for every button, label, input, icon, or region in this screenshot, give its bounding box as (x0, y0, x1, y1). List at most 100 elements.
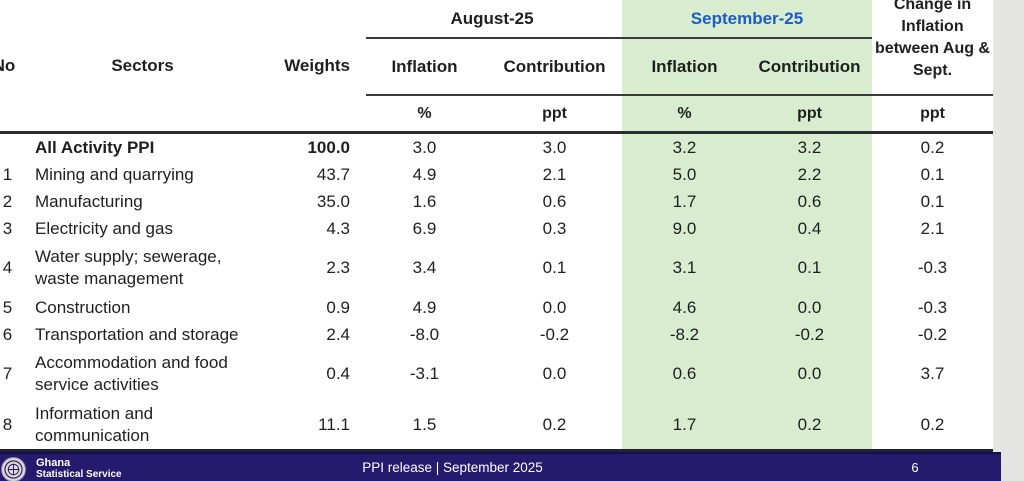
row-aug-contribution: 0.3 (542, 218, 567, 238)
row-aug-inflation: 4.9 (412, 297, 437, 317)
table-row: 7 Accommodation and food service activit… (0, 348, 993, 400)
row-sep-contribution: 0.4 (797, 218, 822, 238)
row-sector: Manufacturing (35, 191, 143, 211)
col-header-aug-inflation: Inflation (391, 57, 458, 76)
row-change: -0.2 (917, 324, 948, 344)
row-no: 3 (2, 218, 13, 238)
table-row: 5 Construction 0.9 4.9 0.0 4.6 0.0 -0.3 (0, 294, 993, 321)
row-aug-inflation: 3.4 (412, 258, 437, 277)
row-no: 8 (2, 414, 13, 434)
table-row: 4 Water supply; sewerage, waste manageme… (0, 242, 993, 294)
row-aug-inflation: 4.9 (412, 164, 437, 184)
row-sector: Electricity and gas (35, 218, 173, 238)
row-sep-contribution: 2.2 (797, 164, 822, 184)
row-aug-contribution: 0.6 (542, 191, 567, 211)
col-header-sep-inflation: Inflation (651, 57, 718, 76)
row-sep-inflation: 9.0 (672, 218, 697, 238)
col-header-weights: Weights (284, 55, 350, 75)
row-aug-contribution: 0.2 (542, 414, 567, 434)
row-sector: Water supply; sewerage, waste management (35, 247, 222, 288)
col-header-no: No (0, 55, 16, 75)
row-aug-inflation: 3.0 (412, 137, 437, 157)
row-sep-inflation: 0.6 (672, 364, 697, 383)
row-sep-contribution: 0.6 (797, 191, 822, 211)
row-weight: 2.3 (326, 258, 350, 277)
table-header: No Sectors Weights August-25 September-2… (0, 0, 993, 134)
table-row: All Activity PPI 100.0 3.0 3.0 3.2 3.2 0… (0, 134, 993, 161)
row-aug-contribution: 0.0 (542, 297, 567, 317)
row-no (0, 134, 15, 161)
unit-sep-contribution: ppt (797, 104, 822, 122)
table-row: 6 Transportation and storage 2.4 -8.0 -0… (0, 321, 993, 348)
row-sep-inflation: -8.2 (669, 324, 700, 344)
row-aug-inflation: -3.1 (409, 364, 440, 383)
unit-change: ppt (920, 104, 945, 122)
row-sep-contribution: 3.2 (797, 137, 822, 157)
row-no: 2 (2, 191, 13, 211)
row-no: 7 (2, 364, 13, 383)
rule-header-bottom (0, 131, 993, 134)
rule-under-month-headers (366, 37, 872, 39)
row-change: 0.1 (920, 164, 945, 184)
table-row: 8 Information and communication 11.1 1.5… (0, 400, 993, 449)
footer-title: PPI release | September 2025 (362, 460, 543, 475)
group-header-august: August-25 (450, 8, 534, 28)
row-aug-inflation: 1.6 (412, 191, 437, 211)
col-header-change: Change in Inflation between Aug & Sept. (875, 0, 990, 79)
row-sector: Accommodation and food service activitie… (35, 353, 228, 394)
row-sector: All Activity PPI (35, 137, 155, 157)
row-sep-inflation: 3.1 (672, 258, 697, 277)
row-sep-inflation: 4.6 (672, 297, 697, 317)
row-sep-inflation: 1.7 (672, 414, 697, 434)
row-change: -0.3 (917, 258, 948, 277)
row-weight: 100.0 (307, 137, 350, 157)
row-aug-contribution: 3.0 (542, 137, 567, 157)
row-aug-contribution: -0.2 (539, 324, 570, 344)
row-sep-inflation: 3.2 (672, 137, 697, 157)
row-sep-contribution: -0.2 (794, 324, 825, 344)
table-row: 1 Mining and quarrying 43.7 4.9 2.1 5.0 … (0, 161, 993, 188)
row-sep-contribution: 0.1 (797, 258, 822, 277)
row-aug-inflation: 1.5 (412, 414, 437, 434)
row-sector: Transportation and storage (35, 324, 239, 344)
row-aug-inflation: 6.9 (412, 218, 437, 238)
row-change: 0.2 (920, 414, 945, 434)
row-no: 4 (2, 258, 13, 277)
row-weight: 0.9 (326, 297, 350, 317)
row-change: 0.2 (920, 137, 945, 157)
ghana-statistical-service-logo-icon (1, 457, 26, 481)
group-header-september: September-25 (690, 8, 804, 28)
row-sep-contribution: 0.0 (797, 297, 822, 317)
row-sector: Information and communication (35, 403, 154, 445)
footer-bar: Ghana Statistical Service PPI release | … (0, 452, 1001, 481)
row-change: 3.7 (920, 364, 945, 383)
row-no: 5 (2, 297, 13, 317)
row-change: -0.3 (917, 297, 948, 317)
row-sep-inflation: 5.0 (672, 164, 697, 184)
unit-sep-inflation: % (677, 104, 692, 122)
table-body: All Activity PPI 100.0 3.0 3.0 3.2 3.2 0… (0, 134, 993, 449)
col-header-sep-contribution: Contribution (758, 57, 861, 76)
row-aug-inflation: -8.0 (409, 324, 440, 344)
table-row: 3 Electricity and gas 4.3 6.9 0.3 9.0 0.… (0, 215, 993, 242)
org-name: Ghana (36, 457, 71, 469)
row-weight: 43.7 (316, 164, 350, 184)
row-sep-contribution: 0.2 (797, 414, 822, 434)
row-weight: 35.0 (316, 191, 350, 211)
september-highlight-column (622, 0, 872, 449)
row-weight: 2.4 (326, 324, 350, 344)
row-weight: 0.4 (326, 364, 350, 383)
unit-aug-inflation: % (417, 104, 432, 122)
org-subtitle: Statistical Service (36, 469, 122, 480)
row-change: 2.1 (920, 218, 945, 238)
row-weight: 4.3 (326, 218, 350, 238)
unit-aug-contribution: ppt (542, 104, 567, 122)
slide-content-area: No Sectors Weights August-25 September-2… (0, 0, 993, 452)
col-header-aug-contribution: Contribution (503, 57, 606, 76)
row-change: 0.1 (920, 191, 945, 211)
row-no: 6 (2, 324, 13, 344)
col-header-sectors: Sectors (111, 55, 174, 75)
row-sep-inflation: 1.7 (672, 191, 697, 211)
row-weight: 11.1 (318, 414, 350, 434)
row-aug-contribution: 2.1 (542, 164, 567, 184)
